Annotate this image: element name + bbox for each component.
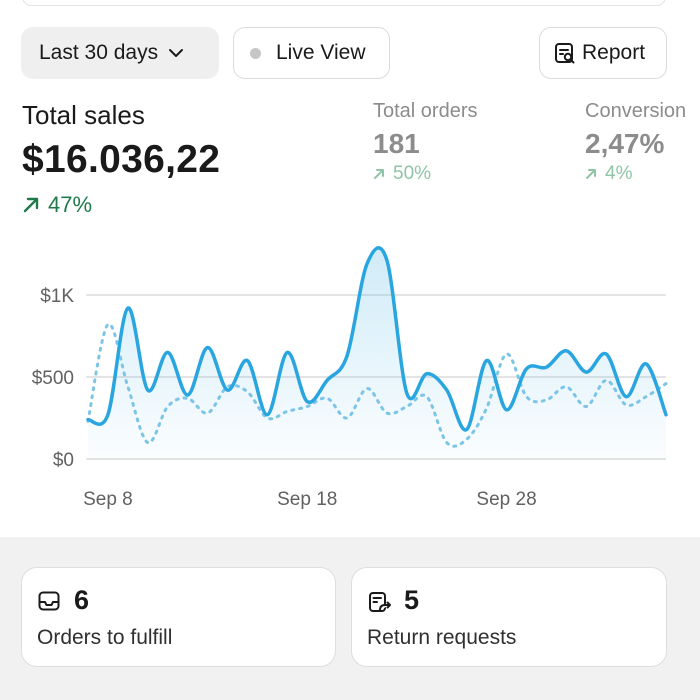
return-requests-count: 5 bbox=[404, 585, 420, 615]
previous-period-line bbox=[86, 322, 668, 448]
orders-to-fulfill-count: 6 bbox=[74, 585, 90, 615]
arrow-up-right-icon bbox=[374, 169, 384, 179]
return-requests-label: Return requests bbox=[367, 626, 517, 649]
return-requests-card[interactable]: 5 Return requests bbox=[351, 567, 667, 667]
top-card-edge bbox=[22, 0, 666, 6]
report-label: Report bbox=[582, 41, 646, 64]
conversion-change: 4% bbox=[585, 163, 632, 185]
orders-to-fulfill-card[interactable]: 6 Orders to fulfill bbox=[21, 567, 336, 667]
sales-chart[interactable]: $0 $500 $1K Sep 8 Sep 18 Sep 28 bbox=[0, 230, 700, 530]
report-button[interactable]: Report bbox=[539, 27, 667, 79]
total-sales-value: $16.036,22 bbox=[22, 138, 221, 181]
total-sales-change-value: 47% bbox=[48, 192, 93, 217]
x-tick-label: Sep 18 bbox=[277, 489, 337, 510]
orders-to-fulfill-label: Orders to fulfill bbox=[37, 626, 173, 649]
total-orders-title[interactable]: Total orders bbox=[373, 100, 478, 122]
total-orders-change: 50% bbox=[373, 163, 431, 185]
conversion-change-value: 4% bbox=[605, 163, 633, 184]
live-view-button[interactable]: Live View bbox=[233, 27, 390, 79]
conversion-title[interactable]: Conversion bbox=[585, 100, 687, 122]
x-tick-label: Sep 28 bbox=[476, 489, 536, 510]
total-orders-value: 181 bbox=[373, 128, 420, 159]
chevron-down-icon bbox=[169, 49, 184, 57]
total-sales-title[interactable]: Total sales bbox=[22, 100, 145, 130]
y-tick-label: $500 bbox=[32, 368, 74, 389]
x-tick-label: Sep 8 bbox=[83, 489, 133, 510]
live-view-label: Live View bbox=[276, 41, 366, 64]
conversion-value: 2,47% bbox=[585, 128, 665, 159]
total-orders-change-value: 50% bbox=[393, 163, 432, 184]
arrow-up-right-icon bbox=[586, 169, 596, 179]
y-tick-label: $1K bbox=[40, 286, 74, 307]
return-icon bbox=[369, 592, 391, 612]
live-status-dot bbox=[250, 47, 261, 59]
total-sales-change: 47% bbox=[22, 192, 92, 218]
date-range-label: Last 30 days bbox=[39, 41, 159, 64]
current-period-line bbox=[86, 246, 668, 432]
inbox-icon bbox=[38, 591, 60, 611]
arrow-up-right-icon bbox=[23, 197, 39, 213]
current-period-area bbox=[88, 247, 666, 459]
date-range-button[interactable]: Last 30 days bbox=[21, 27, 219, 79]
report-icon bbox=[555, 43, 575, 64]
y-tick-label: $0 bbox=[53, 450, 74, 471]
